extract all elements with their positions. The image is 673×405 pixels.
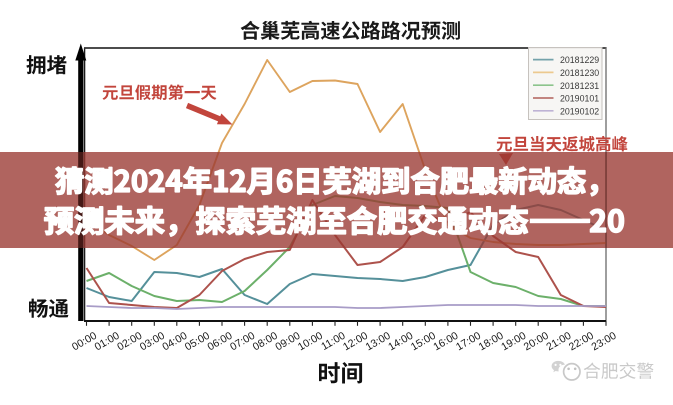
svg-text:20181231: 20181231	[560, 81, 599, 91]
svg-text:20190101: 20190101	[560, 94, 599, 104]
svg-text:20181230: 20181230	[560, 68, 599, 78]
svg-text:20181229: 20181229	[560, 55, 599, 65]
svg-text:20190102: 20190102	[560, 106, 599, 116]
